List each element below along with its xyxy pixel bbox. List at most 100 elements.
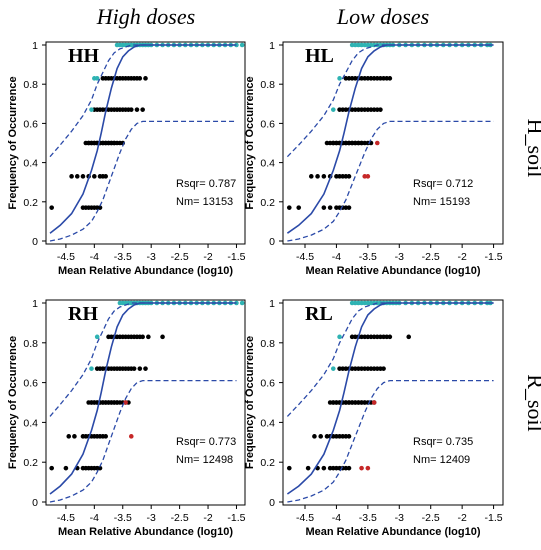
panel-hh: 0 0.2 0.4 0.6 0.8 1 -4.5 -4 -3.5 -3 -2.5 -2 -1.5 Mean… (7, 40, 246, 277)
ci-lower-line (287, 120, 494, 242)
x-tick-label: -4.5 (57, 251, 75, 263)
point-within (137, 366, 143, 371)
point-within (334, 434, 339, 439)
point-within (321, 174, 327, 179)
x-tick-label: -3 (147, 251, 156, 263)
ci-upper-line (49, 302, 237, 417)
point-within (371, 334, 377, 340)
point-within (378, 366, 383, 371)
point-within (346, 465, 352, 471)
y-tick-label: 0.4 (260, 158, 275, 170)
point-below (371, 400, 377, 405)
point-within (359, 76, 364, 81)
point-within (362, 107, 368, 112)
plot-frame (45, 299, 246, 506)
point-above (356, 300, 361, 306)
x-tick-label: -3.5 (359, 512, 377, 524)
y-axis-label: Frequency of Occurrence (7, 336, 19, 469)
point-within (368, 76, 374, 81)
point-below (123, 400, 128, 405)
point-within (321, 205, 327, 210)
x-tick-label: -2 (203, 251, 212, 263)
panel-label: HH (68, 45, 100, 67)
point-within (346, 76, 352, 81)
y-tick-label: 0 (269, 497, 275, 509)
point-within (374, 334, 380, 340)
x-tick-label: -2 (203, 512, 212, 524)
point-above (349, 42, 355, 48)
x-tick-label: -2.5 (422, 512, 440, 524)
y-tick-label: 0.6 (260, 118, 275, 130)
x-tick-label: -1.5 (485, 512, 503, 524)
y-tick-label: 1 (269, 298, 275, 310)
y-tick-label: 0.2 (23, 457, 38, 469)
point-within (137, 76, 143, 81)
point-within (378, 76, 383, 81)
point-within (97, 465, 103, 471)
point-within (343, 76, 349, 81)
row-title-h-soil: H_soil (523, 119, 541, 178)
point-within (134, 107, 140, 112)
point-within (305, 465, 311, 471)
y-tick-label: 0.4 (23, 417, 38, 429)
point-within (296, 205, 302, 210)
point-above (359, 42, 364, 48)
point-within (374, 366, 380, 371)
point-within (352, 107, 358, 112)
point-above (368, 42, 374, 48)
point-within (334, 465, 339, 471)
point-within (146, 334, 151, 340)
nm-text: Nm= 12498 (176, 454, 233, 466)
point-within (74, 174, 80, 179)
point-within (334, 174, 339, 179)
point-within (371, 366, 377, 371)
point-within (340, 107, 346, 112)
point-above (368, 300, 374, 306)
x-tick-label: -4.5 (57, 512, 75, 524)
y-tick-label: 0.6 (260, 378, 275, 390)
point-within (343, 465, 349, 471)
point-above (337, 76, 342, 81)
point-within (140, 107, 145, 112)
point-within (340, 434, 346, 439)
point-within (352, 76, 358, 81)
point-within (359, 366, 364, 371)
x-axis-label: Mean Relative Abundance (log10) (58, 526, 233, 538)
point-above (356, 42, 361, 48)
point-below (365, 174, 371, 179)
point-within (324, 434, 330, 439)
point-within (49, 205, 54, 210)
x-tick-label: -3 (395, 251, 404, 263)
point-above (330, 366, 336, 371)
point-within (346, 434, 352, 439)
point-within (334, 140, 339, 146)
rsqr-text: Rsqr= 0.712 (413, 178, 473, 190)
point-within (362, 400, 368, 405)
point-within (365, 334, 371, 340)
nm-text: Nm= 15193 (413, 196, 470, 208)
point-within (368, 334, 374, 340)
point-within (337, 434, 342, 439)
fit-curve-line (49, 44, 237, 234)
point-within (327, 400, 333, 405)
point-within (349, 366, 355, 371)
point-above (362, 42, 368, 48)
point-above (239, 42, 245, 48)
point-within (365, 366, 371, 371)
point-within (356, 140, 361, 146)
point-below (374, 140, 380, 146)
y-tick-label: 1 (32, 298, 38, 310)
point-above (337, 334, 342, 340)
point-within (343, 174, 349, 179)
point-within (352, 400, 358, 405)
point-within (343, 400, 349, 405)
point-within (349, 400, 355, 405)
point-within (362, 334, 368, 340)
point-within (160, 334, 165, 340)
point-below (362, 174, 368, 179)
point-within (327, 205, 333, 210)
panel-label: RH (68, 303, 98, 325)
point-within (343, 434, 349, 439)
point-within (327, 140, 333, 146)
